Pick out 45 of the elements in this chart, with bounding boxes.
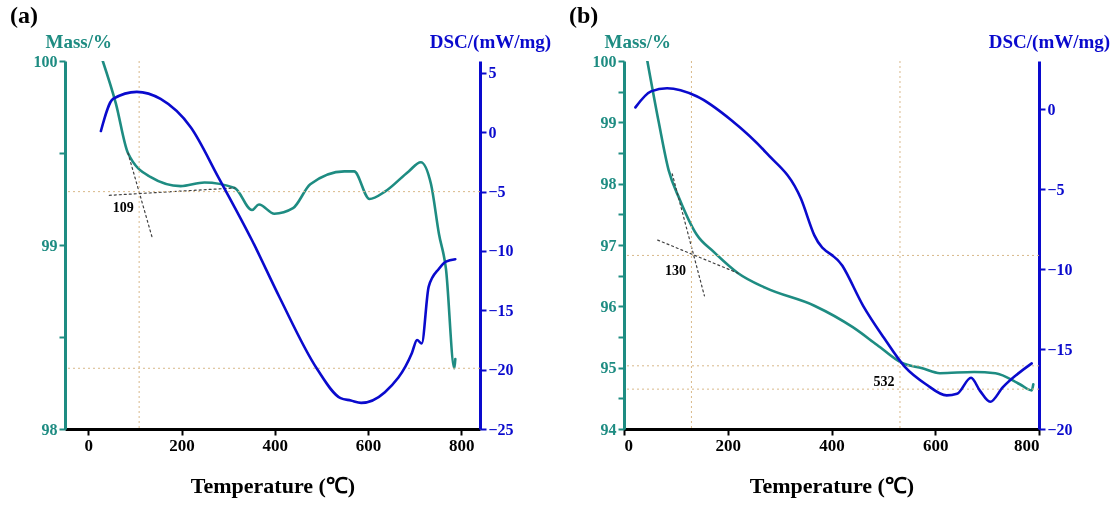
chart-title: (b) <box>569 2 599 28</box>
line-series <box>99 90 457 405</box>
y-tick-label: 99 <box>600 113 617 131</box>
y2-tick-label: −5 <box>1047 180 1065 198</box>
x-tick-label: 600 <box>355 435 382 455</box>
y-tick-label: 95 <box>600 359 617 377</box>
y2-tick-label: −25 <box>488 420 514 438</box>
y-axis-title: Mass/% <box>45 30 112 52</box>
x-tick-label: 800 <box>1014 435 1040 455</box>
y2-axis-title: DSC/(mW/mg) <box>988 30 1111 53</box>
y-tick-label: 98 <box>600 175 617 193</box>
y2-tick-label: 5 <box>488 64 497 82</box>
y-tick-label: 100 <box>592 52 617 70</box>
x-tick-label: 200 <box>715 435 741 455</box>
annotation: 109 <box>112 199 134 215</box>
y-tick-label: 96 <box>600 297 617 315</box>
y-tick-label: 98 <box>41 420 58 438</box>
y-tick-label: 97 <box>600 236 617 254</box>
y-tick-label: 94 <box>600 420 617 438</box>
x-tick-label: 0 <box>624 435 633 455</box>
y2-tick-label: −5 <box>488 183 506 201</box>
y-tick-label: 99 <box>41 236 58 254</box>
x-tick-label: 400 <box>819 435 845 455</box>
annotation: 532 <box>873 373 895 389</box>
x-axis-title: Temperature (℃) <box>190 472 356 498</box>
y2-tick-label: −10 <box>1047 260 1073 278</box>
x-tick-label: 200 <box>169 435 195 455</box>
line-series <box>101 61 457 370</box>
x-tick-label: 800 <box>449 435 475 455</box>
y2-tick-label: −10 <box>488 242 514 260</box>
y-tick-label: 100 <box>33 52 58 70</box>
y2-tick-label: 0 <box>488 123 497 141</box>
y2-tick-label: −20 <box>488 361 514 379</box>
x-tick-label: 0 <box>84 435 94 455</box>
y2-tick-label: −15 <box>488 301 514 319</box>
annotation: 130 <box>664 263 686 279</box>
y-axis-title: Mass/% <box>604 30 671 52</box>
y2-axis-title: DSC/(mW/mg) <box>429 30 552 53</box>
x-tick-label: 600 <box>923 435 949 455</box>
chart-title: (a) <box>10 2 38 28</box>
x-axis-title: Temperature (℃) <box>749 472 915 498</box>
y2-tick-label: 0 <box>1047 100 1056 118</box>
y2-tick-label: −15 <box>1047 340 1073 358</box>
x-tick-label: 400 <box>262 435 289 455</box>
y2-tick-label: −20 <box>1047 420 1073 438</box>
